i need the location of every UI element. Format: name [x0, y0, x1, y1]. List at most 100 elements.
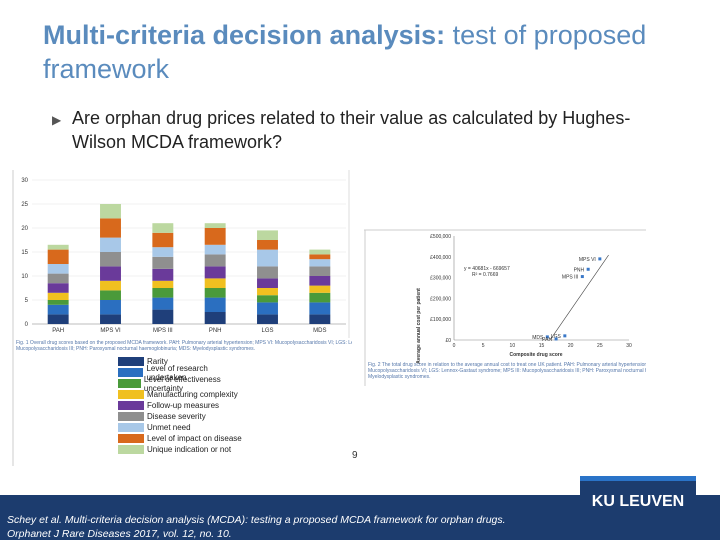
page-number: 9 [352, 450, 358, 461]
bar-segment [309, 314, 331, 324]
bar-segment [309, 292, 331, 303]
y-tick-label: £100,000 [430, 317, 451, 323]
title-rest: test of proposed framework [43, 20, 647, 84]
bar-segment [152, 268, 174, 281]
x-tick-label: 5 [482, 343, 485, 349]
bar-segment [47, 314, 69, 324]
bar-segment [257, 302, 278, 315]
slide-title: Multi-criteria decision analysis: test o… [43, 18, 693, 86]
bar-segment [204, 312, 226, 324]
bar-chart-legend: Rarity Level of research undertaken Level … [118, 356, 248, 455]
regression-equation: y = 40681x - 669657 [464, 266, 510, 272]
bullet-text: Are orphan drug prices related to their … [72, 108, 631, 152]
title-bold-part: Multi-criteria decision analysis: [43, 20, 446, 50]
reference-citation: Schey et al. Multi-criteria decision ana… [7, 513, 567, 541]
bar-segment [47, 273, 69, 284]
bar-segment [204, 244, 226, 255]
legend-item: Level of impact on disease [118, 433, 248, 444]
bar-segment [100, 266, 121, 281]
bar-segment [152, 309, 174, 324]
bar-segment [100, 280, 121, 291]
bar-segment [100, 204, 121, 219]
legend-swatch [118, 423, 144, 432]
x-tick-label: PNH [209, 328, 222, 334]
legend-item: Unmet need [118, 422, 248, 433]
y-tick-label: 25 [21, 202, 28, 208]
y-tick-label: 20 [21, 226, 28, 232]
x-tick-label: MPS III [153, 328, 173, 334]
legend-item: Manufacturing complexity [118, 389, 248, 400]
scatter-point [554, 337, 558, 341]
scatter-point [580, 275, 584, 279]
legend-item: Follow-up measures [118, 400, 248, 411]
legend-label: Unmet need [147, 423, 191, 432]
x-tick-label: PAH [52, 328, 64, 334]
x-tick-label: 20 [568, 343, 574, 349]
bar-segment [100, 252, 121, 267]
legend-swatch [118, 401, 144, 410]
y-tick-label: £500,000 [430, 234, 451, 240]
bar-segment [204, 266, 226, 279]
bar-segment [47, 292, 69, 300]
reference-line-2: Orphanet J Rare Diseases 2017, vol. 12, … [7, 528, 232, 540]
bar-segment [152, 280, 174, 288]
bar-segment [100, 237, 121, 252]
bar-segment [152, 223, 174, 233]
y-tick-label: 0 [25, 322, 29, 328]
bar-segment [309, 302, 331, 315]
bar-segment [257, 249, 278, 267]
legend-item: Unique indication or not [118, 444, 248, 455]
legend-item: Level of effectiveness uncertainty [118, 375, 248, 393]
bar-segment [309, 249, 331, 255]
ku-leuven-logo: KU LEUVEN [580, 476, 696, 523]
bar-segment [309, 266, 331, 276]
x-tick-label: MDS [313, 328, 326, 334]
bar-segment [100, 218, 121, 238]
scatter-point [598, 257, 602, 261]
scatter-chart: £0 £100,000 £200,000 £300,000 £400,000 £500,0… [364, 228, 646, 388]
bar-segment [47, 244, 69, 250]
bar-segment [152, 297, 174, 310]
bar-segment [257, 278, 278, 288]
bar-segment [152, 288, 174, 298]
bullet-point: ▶ Are orphan drug prices related to thei… [52, 106, 662, 154]
bar-segment [309, 276, 331, 286]
bar-segment [204, 288, 226, 298]
x-tick-label: 0 [453, 343, 456, 349]
regression-r2: R² = 0.7669 [472, 272, 498, 278]
legend-swatch [118, 434, 144, 443]
bar-segment [257, 266, 278, 279]
bar-segment [100, 314, 121, 324]
figure2-caption: Fig. 2 The total drug score in relation … [368, 362, 646, 380]
legend-swatch [118, 379, 141, 388]
bar-segment [47, 249, 69, 264]
y-tick-label: £300,000 [430, 276, 451, 282]
scatter-point [563, 334, 567, 338]
legend-item: Disease severity [118, 411, 248, 422]
x-tick-label: 15 [539, 343, 545, 349]
legend-label: Follow-up measures [147, 401, 220, 410]
legend-label: Manufacturing complexity [147, 390, 238, 399]
y-axis-title: Average annual cost per patient [416, 288, 422, 364]
bar-segment [152, 247, 174, 257]
legend-label: Level of effectiveness uncertainty [143, 374, 221, 393]
legend-label: Level of research undertaken [146, 363, 208, 382]
bar-segment [257, 230, 278, 240]
figure1-caption: Fig. 1 Overall drug scores based on the … [16, 340, 352, 352]
bar-segment [204, 223, 226, 228]
legend-swatch [118, 412, 144, 421]
legend-swatch [118, 445, 144, 454]
bar-segment [257, 314, 278, 324]
y-tick-label: 10 [21, 274, 28, 280]
point-label: PAH [542, 337, 552, 343]
legend-swatch [118, 390, 144, 399]
x-tick-label: LGS [261, 328, 273, 334]
legend-item: Level of research undertaken [118, 364, 248, 382]
bar-segment [309, 254, 331, 260]
legend-label: Rarity [147, 357, 168, 366]
bar-segment [47, 300, 69, 305]
point-label: MDS [532, 335, 544, 341]
x-axis-title: Composite drug score [509, 352, 562, 358]
y-tick-label: £400,000 [430, 255, 451, 261]
bar-segment [257, 288, 278, 296]
